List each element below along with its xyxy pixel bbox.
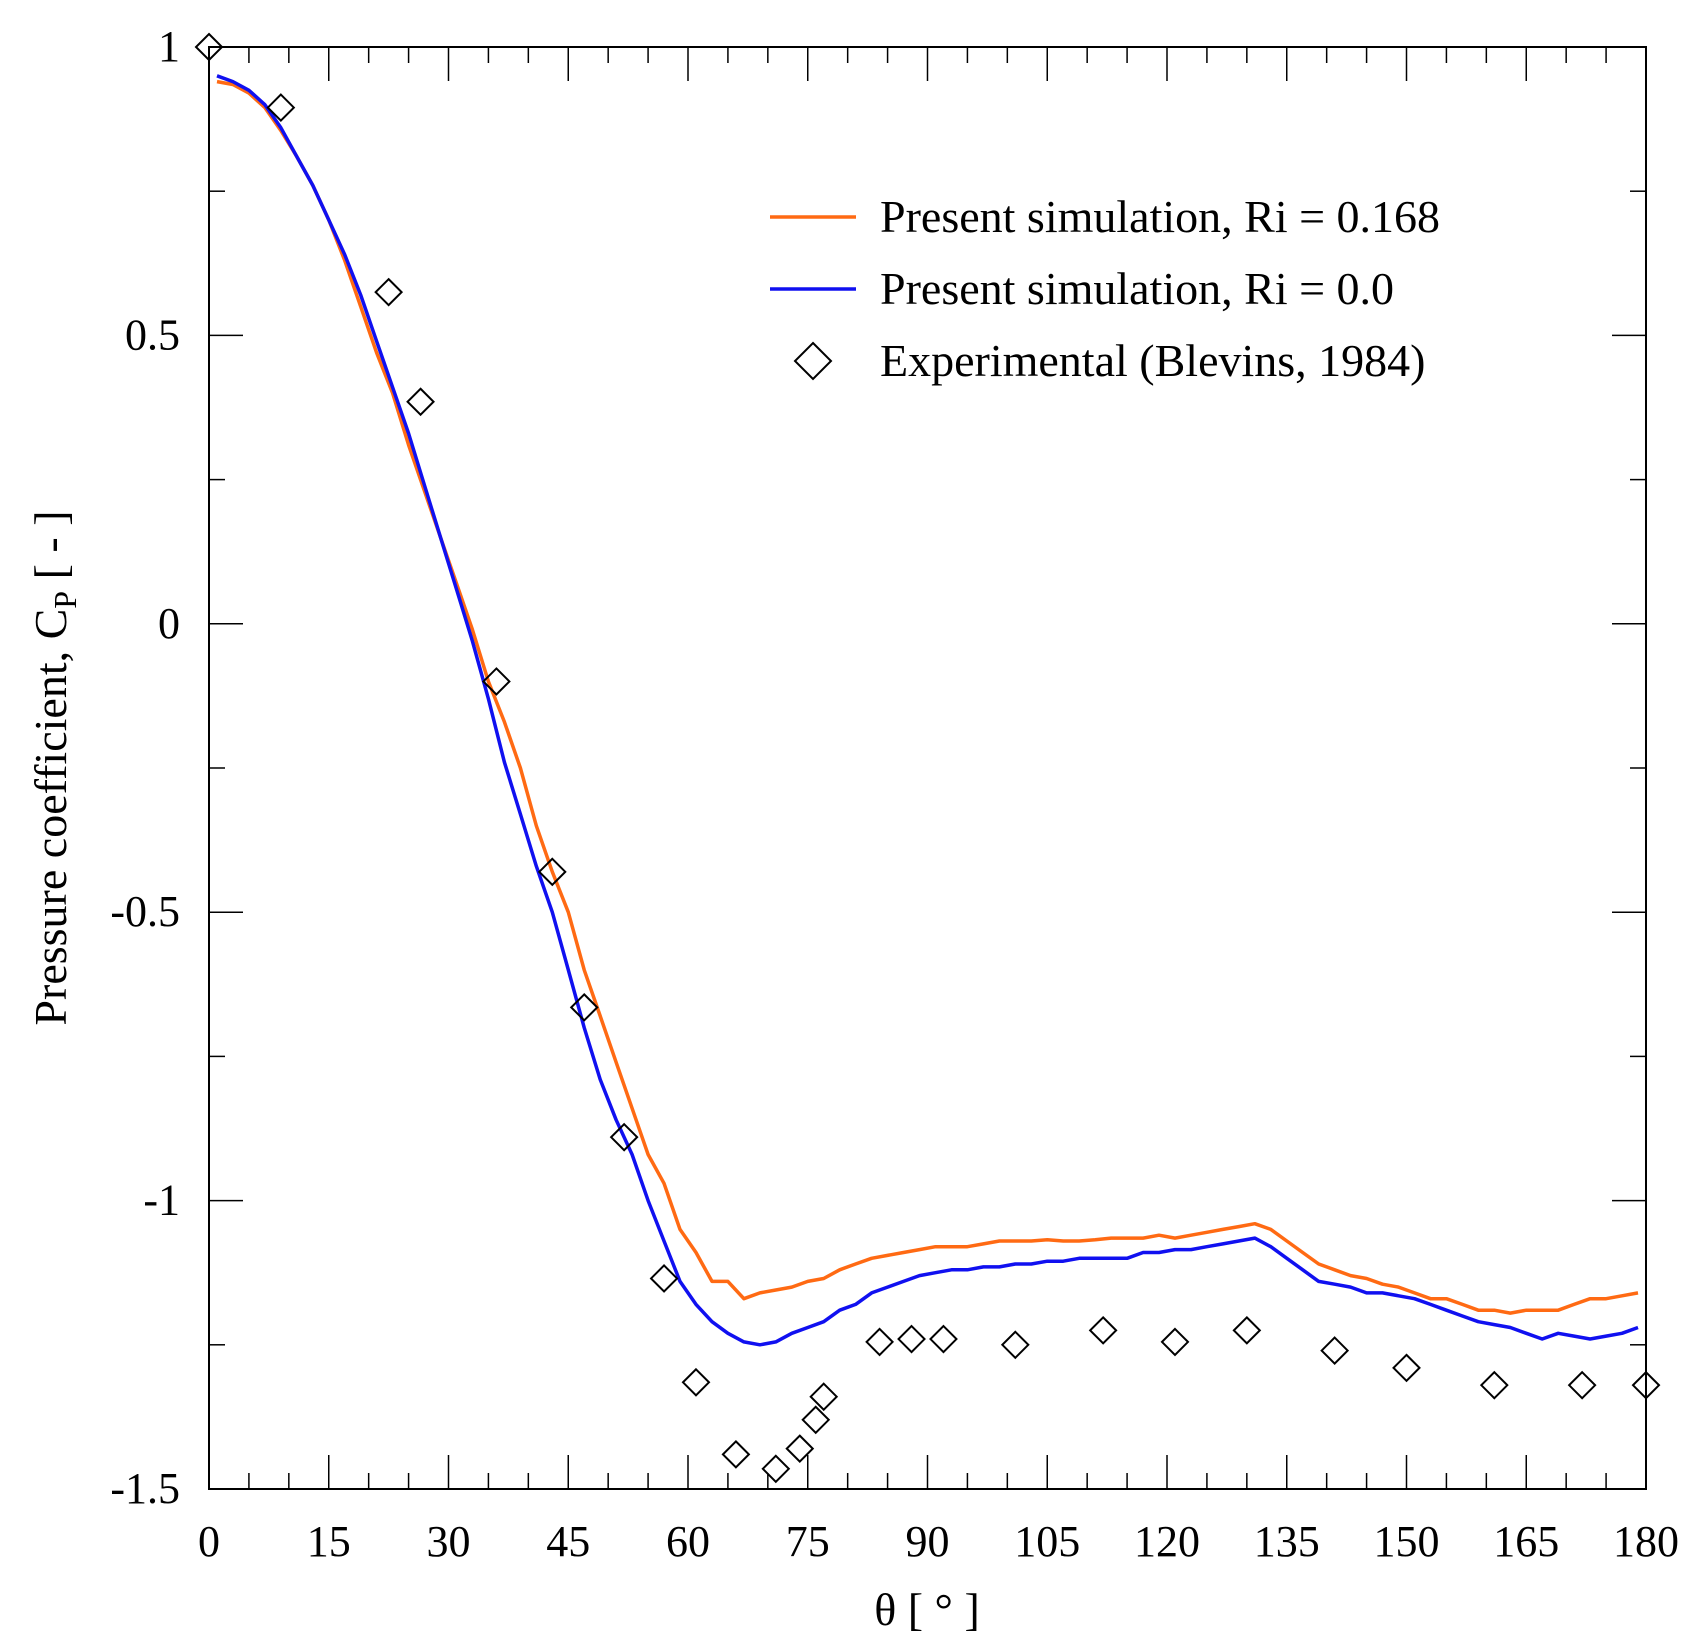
experimental-point: [266, 93, 296, 122]
experimental-point: [785, 1434, 815, 1464]
x-tick-label: 30: [427, 1517, 471, 1566]
experimental-point: [761, 1454, 791, 1484]
experimental-point: [481, 667, 511, 696]
x-tick-label: 75: [786, 1517, 830, 1566]
x-tick-label: 135: [1254, 1517, 1320, 1566]
experimental-point: [194, 32, 224, 62]
y-axis-title-subscript: P: [47, 591, 83, 609]
experimental-point: [801, 1405, 831, 1435]
experimental-point: [865, 1327, 895, 1357]
experimental-point: [406, 387, 435, 417]
y-axis-title: Pressure coefficient, CP [ - ]: [25, 510, 83, 1025]
x-tick-label: 45: [546, 1517, 590, 1566]
legend-diamond-swatch: [793, 341, 833, 381]
x-tick-label: 90: [906, 1517, 950, 1566]
experimental-point: [809, 1382, 839, 1412]
axis-ticks: [208, 46, 1647, 1490]
y-tick-label: -1.5: [110, 1464, 180, 1513]
x-tick-label: 165: [1493, 1517, 1559, 1566]
legend: Present simulation, Ri = 0.168 Present si…: [770, 191, 1440, 386]
experimental-point: [609, 1122, 639, 1152]
x-axis-title: θ [ ° ]: [874, 1584, 980, 1635]
y-tick-label: 0: [158, 599, 180, 648]
experimental-point: [1479, 1370, 1509, 1400]
x-tick-label: 105: [1014, 1517, 1080, 1566]
x-tick-label: 15: [307, 1517, 351, 1566]
experimental-point: [721, 1439, 751, 1469]
experimental-point: [929, 1324, 958, 1354]
y-tick-label: -0.5: [110, 887, 180, 936]
experimental-point: [649, 1264, 679, 1293]
experimental-point: [1631, 1370, 1661, 1400]
y-tick-labels: 1 0.5 0 -0.5 -1 -1.5: [110, 22, 180, 1513]
experimental-point: [1088, 1315, 1118, 1345]
series-layer: [194, 32, 1661, 1484]
legend-label: Present simulation, Ri = 0.0: [880, 263, 1394, 314]
legend-label: Present simulation, Ri = 0.168: [880, 191, 1440, 242]
x-tick-label: 120: [1134, 1517, 1200, 1566]
experimental-point: [374, 277, 404, 307]
y-tick-label: -1: [143, 1176, 180, 1225]
x-tick-label: 150: [1374, 1517, 1440, 1566]
y-tick-label: 1: [158, 22, 180, 71]
x-tick-label: 60: [666, 1517, 710, 1566]
series-line-2: [216, 74, 1639, 1347]
x-tick-labels: 0 15 30 45 60 75 90 105 120 135 150 165 180: [198, 1517, 1679, 1566]
experimental-point: [1232, 1315, 1262, 1345]
experimental-point: [1567, 1370, 1597, 1400]
experimental-point: [537, 857, 567, 887]
y-tick-label: 0.5: [125, 310, 180, 359]
experimental-point: [1320, 1336, 1350, 1365]
experimental-point: [1392, 1353, 1421, 1383]
experimental-point: [681, 1367, 711, 1397]
x-tick-label: 180: [1613, 1517, 1679, 1566]
experimental-point: [569, 992, 599, 1022]
experimental-point: [1000, 1330, 1030, 1360]
experimental-point: [1160, 1327, 1190, 1357]
legend-label: Experimental (Blevins, 1984): [880, 335, 1426, 386]
experimental-point: [897, 1324, 926, 1354]
x-tick-label: 0: [198, 1517, 220, 1566]
